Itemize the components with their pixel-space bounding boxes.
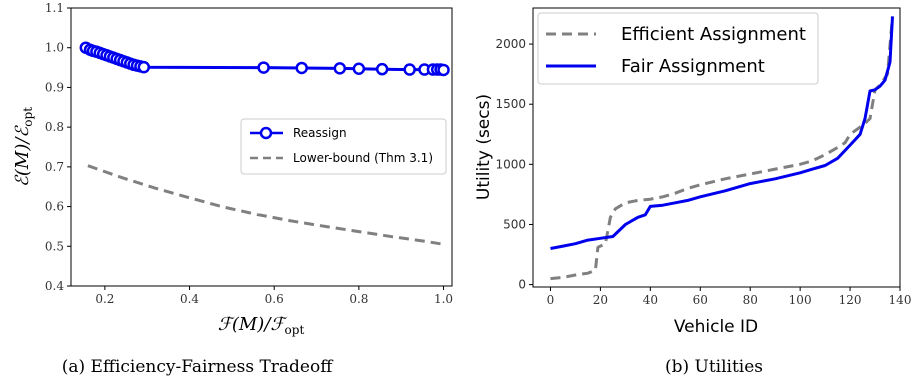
data-point-reassign — [257, 61, 270, 74]
x-tick-label-b: 40 — [643, 293, 658, 307]
x-tick-label-b: 0 — [547, 293, 555, 307]
x-tick-label-b: 120 — [839, 293, 862, 307]
x-tick-label-a: 0.6 — [265, 292, 284, 306]
panel-b-utilities: 0 500 1000 1500 2000 0 20 40 60 80 100 120 140 Vehi… — [474, 7, 912, 377]
y-tick-label-b: 500 — [503, 217, 526, 231]
panel-a-efficiency-fairness: 0.4 0.5 0.6 0.7 0.8 0.9 1.0 1.1 0.2 0.4 0.6 0.8 1.0… — [12, 1, 453, 377]
x-axis-label-b: Vehicle ID — [674, 317, 758, 337]
y-tick-label-a: 0.5 — [45, 239, 64, 253]
x-tick-label-b: 140 — [889, 293, 912, 307]
x-ticks-b: 0 20 40 60 80 100 120 140 — [547, 287, 912, 307]
x-tick-label-b: 20 — [593, 293, 608, 307]
x-axis-label-a: ℱ(M)/ℱopt — [218, 314, 305, 337]
x-tick-label-a: 0.4 — [180, 292, 199, 306]
y-tick-label-a: 1.0 — [45, 41, 64, 55]
legend-a: Reassign Lower-bound (Thm 3.1) — [240, 118, 447, 175]
series-layer-a — [79, 41, 450, 246]
y-ticks-b: 0 500 1000 1500 2000 — [495, 37, 533, 292]
caption-a: (a) Efficiency-Fairness Tradeoff — [62, 357, 335, 377]
legend-label-reassign: Reassign — [293, 126, 347, 140]
data-point-reassign — [333, 62, 347, 75]
x-tick-label-b: 80 — [743, 293, 758, 307]
data-point-reassign — [137, 60, 151, 74]
y-tick-label-a: 0.9 — [45, 80, 64, 94]
data-point-reassign — [295, 61, 308, 75]
legend-marker-reassign — [259, 126, 273, 140]
x-tick-label-b: 60 — [693, 293, 708, 307]
data-point-reassign — [437, 63, 450, 77]
y-tick-label-a: 0.4 — [45, 279, 64, 293]
y-tick-label-b: 1500 — [495, 97, 526, 111]
data-point-reassign — [352, 62, 366, 76]
x-ticks-a: 0.2 0.4 0.6 0.8 1.0 — [95, 286, 453, 306]
caption-b: (b) Utilities — [665, 357, 763, 377]
legend-box-b — [537, 12, 819, 85]
y-tick-label-b: 1000 — [495, 157, 526, 171]
series-line-lower-bound-thm-3-1 — [87, 164, 444, 246]
series-line-fair-assignment — [550, 16, 894, 250]
y-tick-label-a: 0.7 — [45, 160, 64, 174]
y-ticks-a: 0.4 0.5 0.6 0.7 0.8 0.9 1.0 1.1 — [45, 1, 71, 293]
legend-box-a — [240, 118, 447, 175]
legend-label-efficient: Efficient Assignment — [621, 24, 806, 45]
y-tick-label-a: 1.1 — [45, 1, 64, 15]
x-tick-label-a: 1.0 — [434, 292, 453, 306]
x-tick-label-a: 0.8 — [349, 292, 368, 306]
legend-label-lower-bound: Lower-bound (Thm 3.1) — [293, 151, 433, 165]
legend-b: Efficient Assignment Fair Assignment — [537, 12, 819, 85]
y-axis-label-a: ℰ(M)/ℰopt — [12, 107, 35, 187]
series-layer-b — [550, 16, 894, 281]
y-tick-label-b: 2000 — [495, 37, 526, 51]
y-tick-label-a: 0.6 — [45, 200, 64, 214]
y-tick-label-a: 0.8 — [45, 120, 64, 134]
series-line-efficient-assignment — [550, 16, 894, 281]
data-point-reassign — [375, 62, 389, 76]
y-axis-label-b: Utility (secs) — [474, 94, 494, 200]
legend-label-fair: Fair Assignment — [621, 56, 765, 77]
y-tick-label-b: 0 — [518, 278, 526, 292]
data-point-reassign — [403, 63, 416, 76]
x-tick-label-b: 100 — [789, 293, 812, 307]
x-tick-label-a: 0.2 — [95, 292, 114, 306]
